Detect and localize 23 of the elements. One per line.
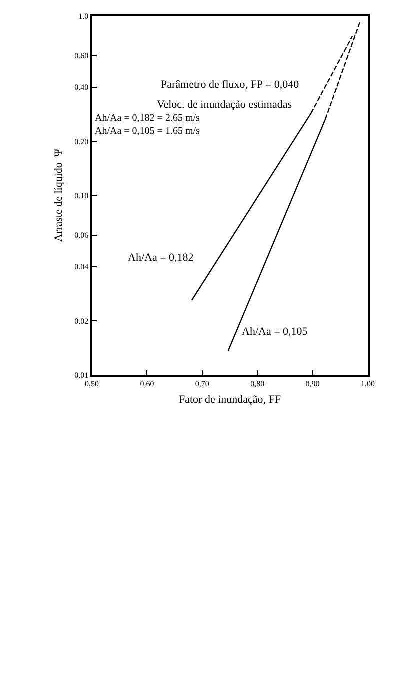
y-tick-label: 0.10 <box>74 191 89 200</box>
y-tick-label: 0.40 <box>74 83 89 92</box>
y-tick-label: 1.0 <box>78 12 89 21</box>
y-tick-label: 0.60 <box>74 52 89 61</box>
x-tick-label: 0,60 <box>140 379 154 388</box>
y-tick-label: 0.20 <box>74 137 89 146</box>
y-axis-title: Arraste de líquido Ψ <box>52 148 65 242</box>
y-tick-label: 0.06 <box>74 231 89 240</box>
y-tick-label: 0.04 <box>74 262 89 272</box>
x-axis-title: Fator de inundação, FF <box>178 394 282 406</box>
annotation: Ah/Aa = 0,105 = 1.65 m/s <box>95 126 200 137</box>
x-tick-label: 0,80 <box>250 379 265 388</box>
x-tick-label: 1,00 <box>361 379 375 388</box>
x-tick-label: 0,70 <box>195 379 210 388</box>
annotation: Veloc. de inundação estimadas <box>157 99 292 111</box>
annotation: Ah/Aa = 0,182 = 2.65 m/s <box>95 113 200 124</box>
x-tick-label: 0,50 <box>85 379 99 388</box>
x-tick-label: 0,90 <box>306 379 320 388</box>
annotation: Parâmetro de fluxo, FP = 0,040 <box>161 79 300 91</box>
y-tick-label: 0.01 <box>74 370 89 380</box>
annotation: Ah/Aa = 0,105 <box>242 326 308 338</box>
annotation: Ah/Aa = 0,182 <box>128 252 194 264</box>
y-tick-label: 0.02 <box>74 316 89 326</box>
